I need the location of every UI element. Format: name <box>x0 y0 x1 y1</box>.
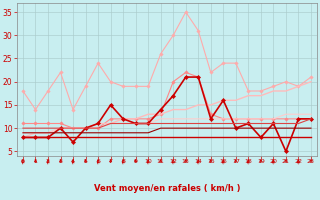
X-axis label: Vent moyen/en rafales ( km/h ): Vent moyen/en rafales ( km/h ) <box>94 184 240 193</box>
